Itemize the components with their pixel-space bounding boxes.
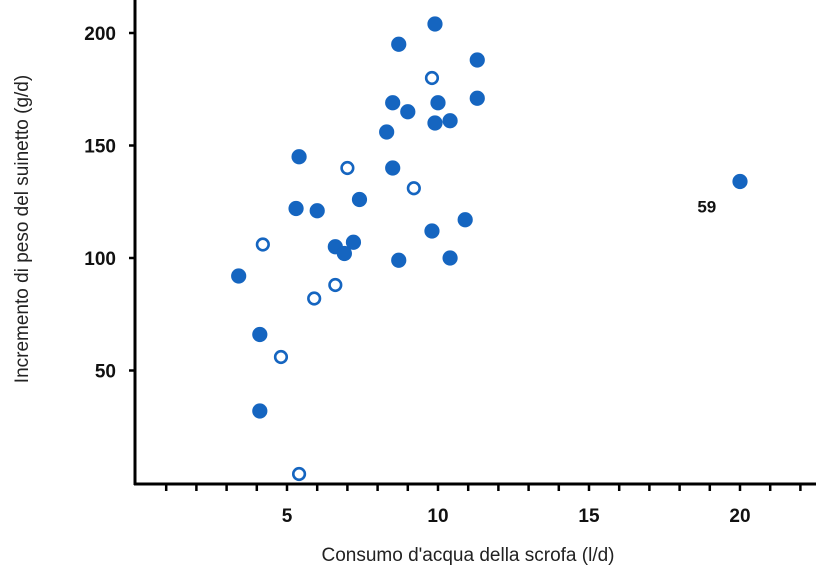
x-ticks: 5 10 15 20 bbox=[164, 484, 802, 527]
x-tick-label: 10 bbox=[427, 506, 448, 527]
data-point-filled bbox=[424, 223, 440, 239]
data-point-filled bbox=[385, 160, 401, 176]
data-point-open bbox=[406, 181, 421, 196]
x-tick-label: 15 bbox=[578, 506, 600, 527]
data-point-filled bbox=[469, 90, 485, 106]
y-axis-title: Incremento di peso del suinetto (g/d) bbox=[12, 75, 33, 383]
data-point-filled bbox=[430, 95, 446, 111]
data-point-filled bbox=[391, 36, 407, 52]
series-open bbox=[255, 70, 440, 482]
y-tick-label: 50 bbox=[95, 362, 116, 383]
x-axis-title: Consumo d'acqua della scrofa (l/d) bbox=[322, 545, 615, 566]
x-tick-label: 5 bbox=[282, 506, 293, 527]
data-point-open bbox=[424, 70, 440, 86]
y-tick-label: 150 bbox=[84, 137, 116, 158]
y-tick-label: 200 bbox=[84, 24, 116, 45]
data-point-filled bbox=[379, 124, 395, 140]
plot-area bbox=[231, 16, 748, 482]
annotations: 59 bbox=[697, 197, 716, 216]
data-point-filled bbox=[385, 95, 401, 111]
y-tick-label: 100 bbox=[84, 249, 116, 270]
data-point-filled bbox=[442, 113, 458, 129]
data-point-filled bbox=[252, 403, 268, 419]
point-label: 59 bbox=[697, 197, 716, 216]
data-point-filled bbox=[309, 203, 325, 219]
data-point-filled bbox=[427, 16, 443, 32]
data-point-open bbox=[273, 349, 289, 365]
data-point-open bbox=[340, 160, 355, 176]
data-point-filled bbox=[400, 104, 416, 120]
axes: 50 100 150 200 5 10 15 20 bbox=[84, 0, 816, 527]
data-point-filled bbox=[427, 115, 443, 131]
data-point-filled bbox=[288, 200, 304, 217]
y-ticks: 50 100 150 200 bbox=[84, 24, 135, 383]
data-point-filled bbox=[336, 245, 352, 262]
data-point-open bbox=[255, 237, 270, 252]
data-point-filled bbox=[252, 326, 268, 343]
data-point-filled bbox=[351, 191, 368, 208]
data-point-open bbox=[291, 466, 307, 482]
data-point-filled bbox=[391, 252, 407, 268]
x-tick-label: 20 bbox=[729, 506, 750, 527]
data-point-filled bbox=[469, 52, 485, 68]
data-point-filled bbox=[442, 250, 458, 266]
data-point-filled bbox=[231, 268, 247, 284]
data-point-filled bbox=[457, 212, 473, 228]
data-point-filled bbox=[345, 234, 362, 250]
data-point-filled bbox=[291, 149, 307, 165]
data-point-filled bbox=[732, 173, 748, 190]
data-point-open bbox=[307, 291, 322, 306]
series-filled bbox=[231, 16, 748, 419]
data-point-open bbox=[328, 277, 343, 293]
